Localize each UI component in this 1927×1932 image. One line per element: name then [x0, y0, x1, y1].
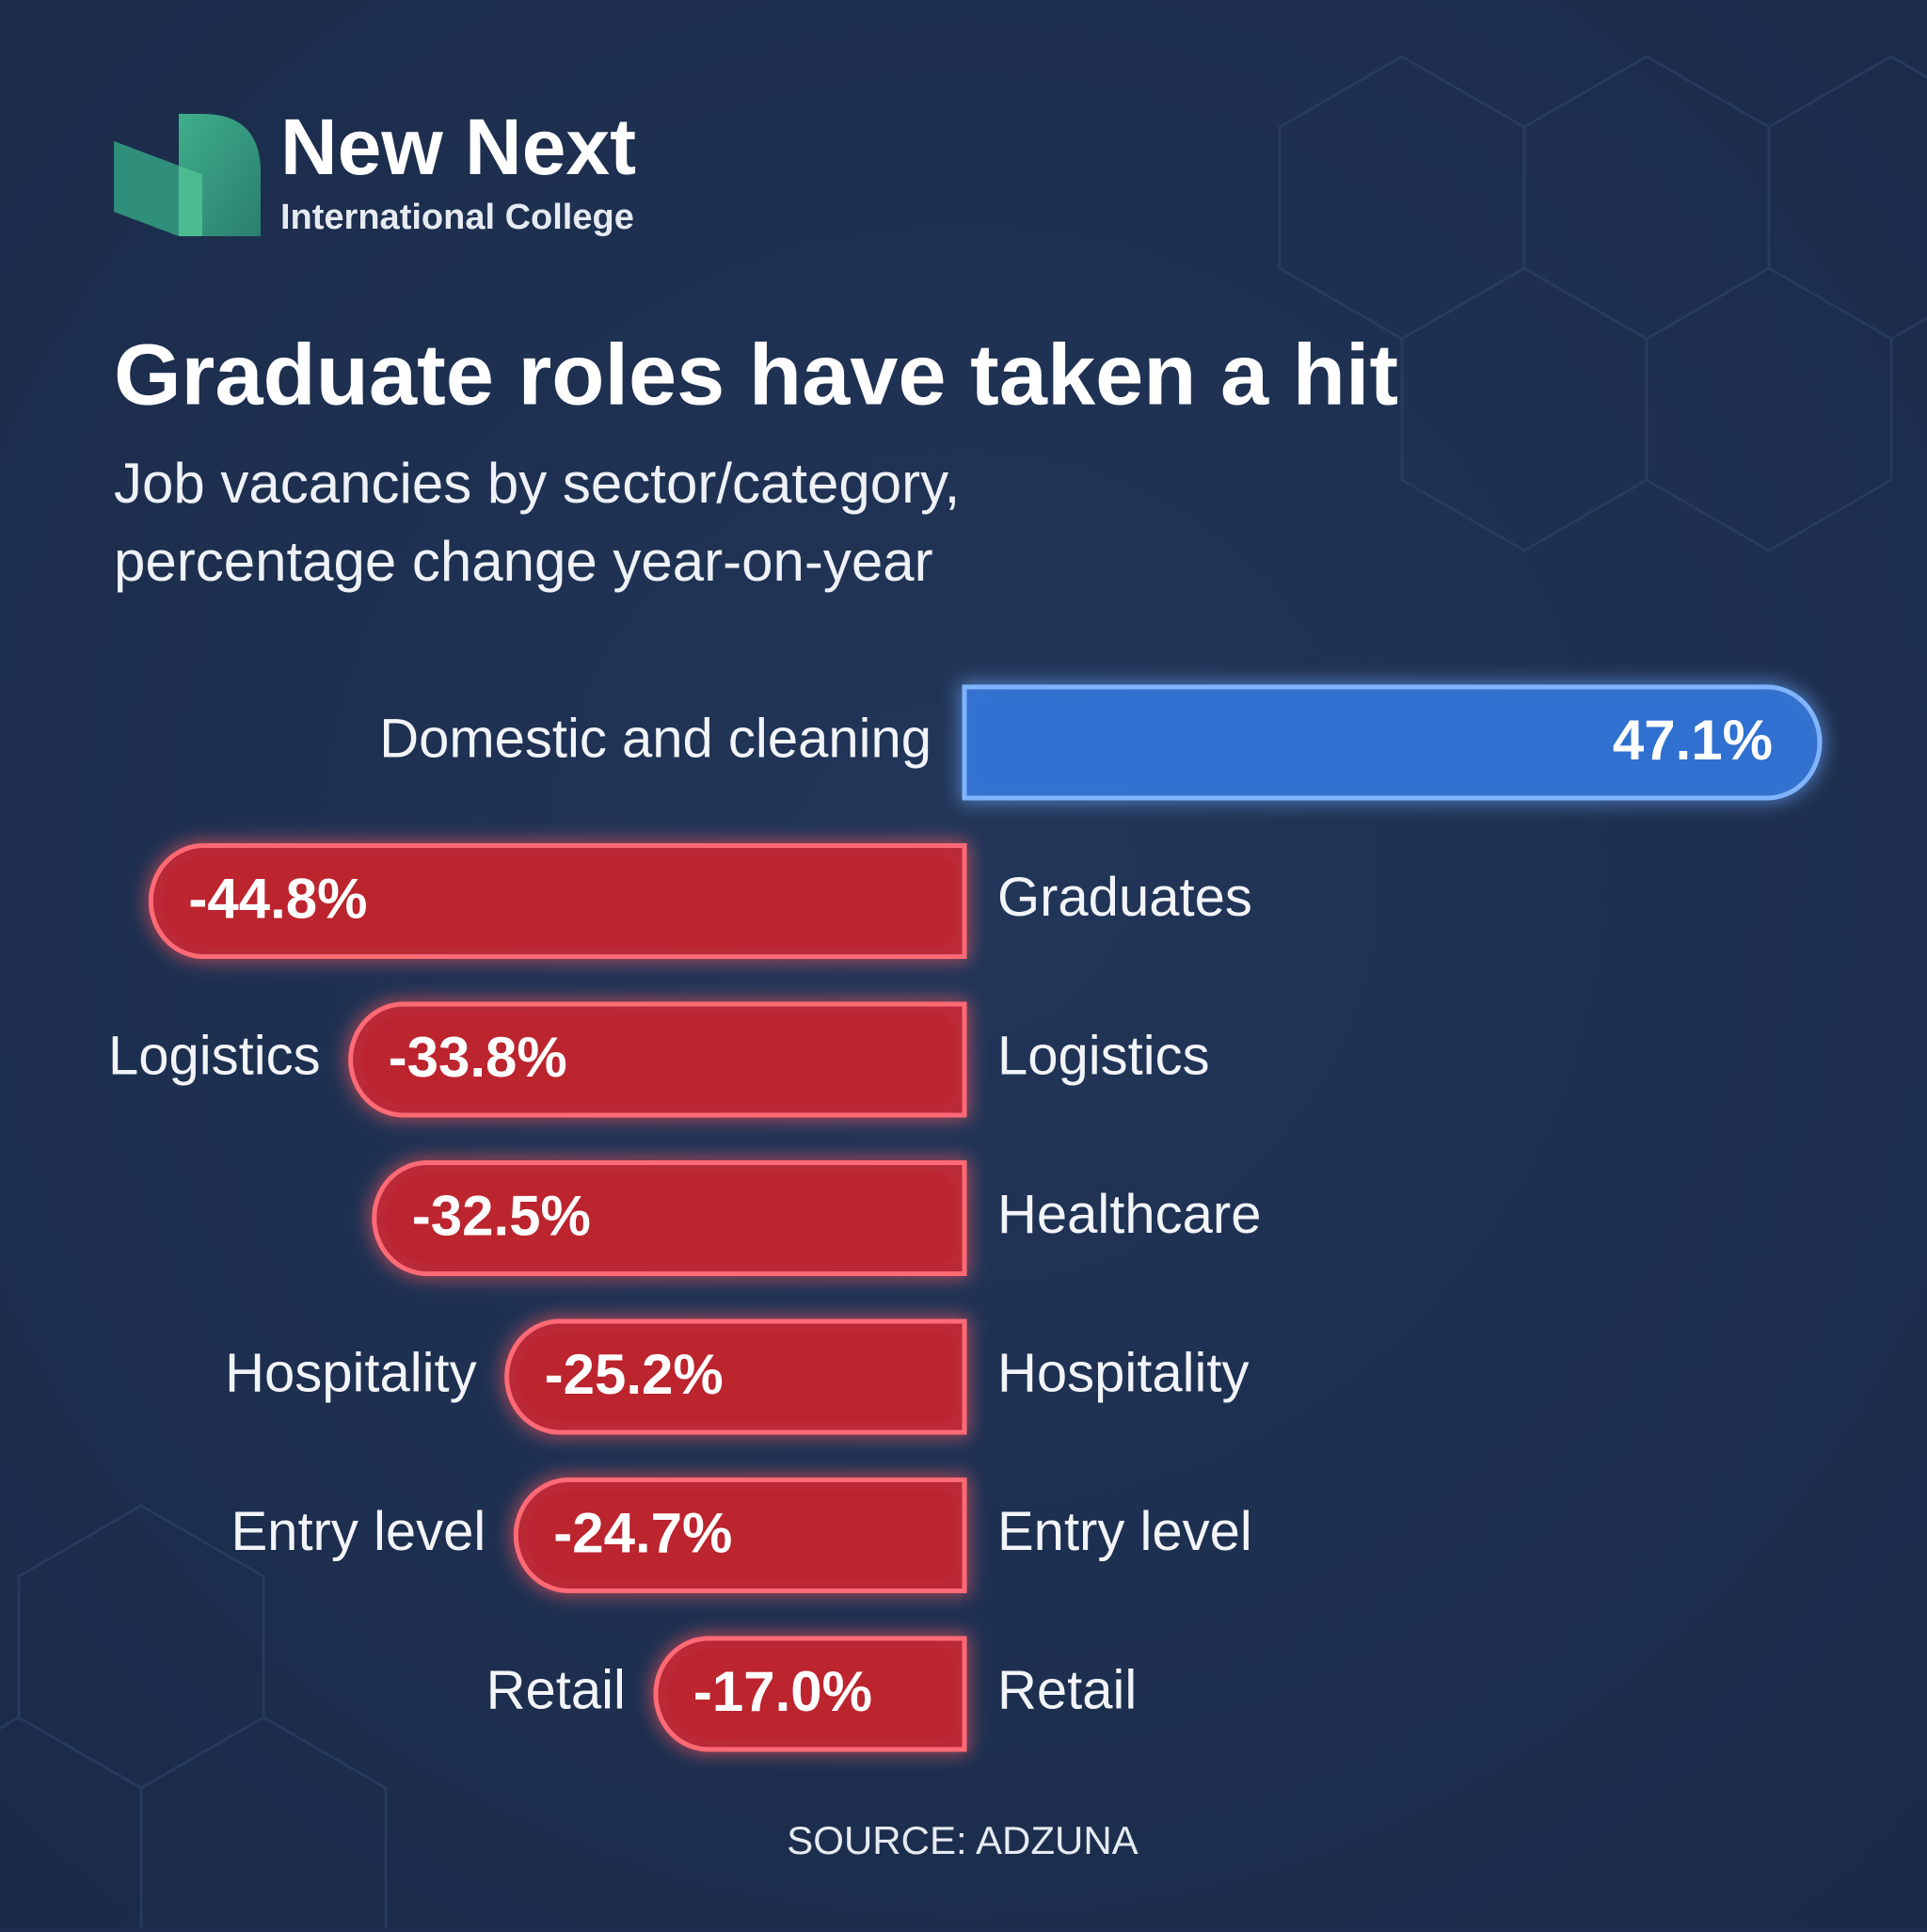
bar [513, 1477, 967, 1593]
value-label: -24.7% [553, 1501, 732, 1564]
bar [372, 1160, 967, 1276]
category-label: Hospitality [997, 1342, 1250, 1403]
category-label: Logistics [108, 1025, 321, 1086]
value-label: -44.8% [188, 867, 367, 930]
category-label: Entry level [231, 1501, 486, 1562]
chart-subtitle: Job vacancies by sector/category, [114, 452, 960, 515]
logo-mark [114, 114, 261, 236]
brand-name: New Next [280, 103, 636, 191]
category-label: Hospitality [225, 1342, 477, 1403]
category-label: Domestic and cleaning [379, 708, 932, 769]
bar [348, 1001, 967, 1118]
chart-subtitle: percentage change year-on-year [114, 530, 933, 593]
category-label: Entry level [997, 1501, 1252, 1562]
category-label: Graduates [997, 867, 1252, 928]
bar [148, 843, 967, 959]
hex-pattern [0, 55, 1927, 1932]
chart-title: Graduate roles have taken a hit [114, 327, 1398, 423]
category-label: Healthcare [997, 1184, 1261, 1245]
value-label: -17.0% [693, 1660, 872, 1723]
brand-tagline: International College [280, 198, 634, 237]
value-label: -25.2% [545, 1343, 724, 1406]
category-label: Logistics [997, 1025, 1210, 1086]
value-label: -33.8% [389, 1026, 567, 1089]
value-label: -32.5% [412, 1184, 591, 1247]
bar [653, 1636, 967, 1752]
category-label: Retail [486, 1659, 626, 1720]
bar [504, 1318, 967, 1435]
category-label: Retail [997, 1659, 1137, 1720]
value-label: 47.1% [1613, 709, 1773, 772]
bar [962, 684, 1823, 801]
source: SOURCE: ADZUNA [787, 1818, 1138, 1862]
